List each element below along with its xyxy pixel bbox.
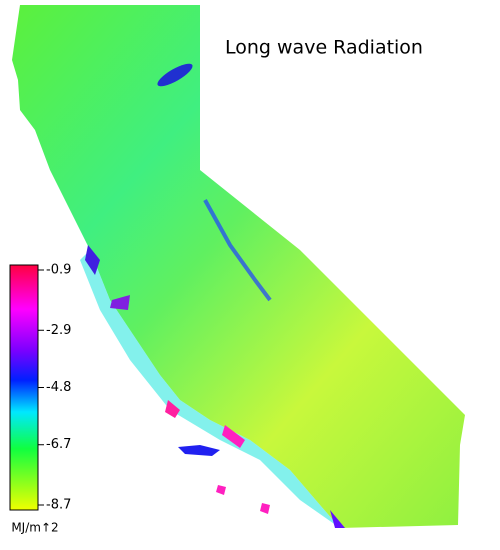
colorbar-tick-label: -0.9 [46,263,71,278]
colorbar-tick-label: -4.8 [46,380,71,395]
coast-spot [330,510,345,528]
colorbar-ticks: -0.9 -2.9 -4.8 -6.7 -8.7 [38,263,71,513]
shasta-cold-spot [157,63,193,87]
coast-spot [110,295,130,310]
colorbar-tick-label: -6.7 [46,437,71,452]
coast-spot [222,425,245,448]
coast-spot [85,245,100,275]
colorbar-tick-label: -8.7 [46,498,71,513]
coast-band [80,250,340,528]
california-shape [12,5,465,528]
colorbar [9,264,39,511]
coast-spot [165,400,180,418]
map-title: Long wave Radiation [225,37,423,59]
colorbar-unit: MJ/m↑2 [11,521,58,535]
colorbar-tick-label: -2.9 [46,323,71,338]
island [216,485,226,495]
sierra-cold-spots [203,199,272,302]
island [178,445,220,456]
island [260,503,270,514]
